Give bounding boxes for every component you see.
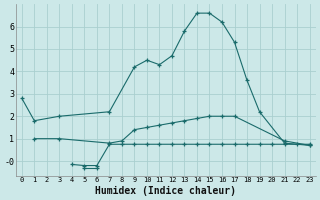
X-axis label: Humidex (Indice chaleur): Humidex (Indice chaleur) [95, 186, 236, 196]
